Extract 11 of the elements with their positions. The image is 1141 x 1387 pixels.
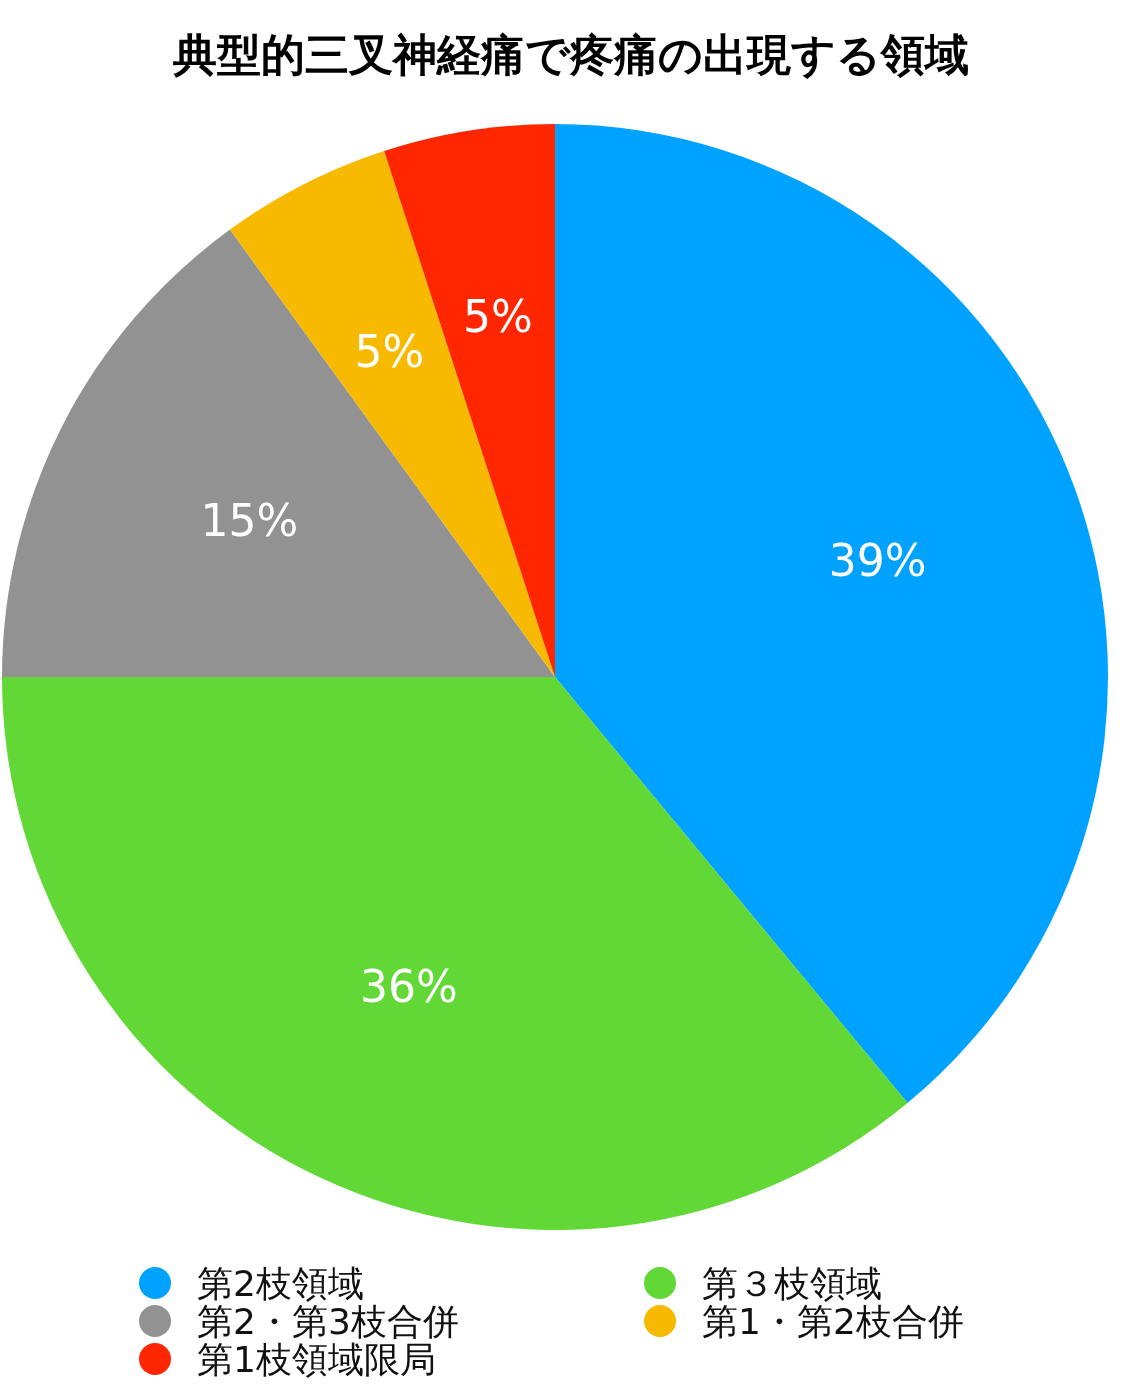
legend-label: 第1・第2枝合併 xyxy=(702,1301,964,1342)
data-label: 5% xyxy=(354,325,425,377)
legend-label: 第2枝領域 xyxy=(197,1263,364,1304)
legend-label: 第2・第3枝合併 xyxy=(197,1301,459,1342)
chart-title: 典型的三叉神経痛で疼痛の出現する領域 xyxy=(171,29,969,80)
data-label: 39% xyxy=(828,534,927,586)
data-label: 5% xyxy=(463,290,533,342)
data-label: 36% xyxy=(360,961,458,1013)
data-label: 15% xyxy=(200,495,299,547)
legend-label: 第３枝領域 xyxy=(702,1263,882,1304)
legend-label: 第1枝領域限局 xyxy=(197,1339,436,1380)
